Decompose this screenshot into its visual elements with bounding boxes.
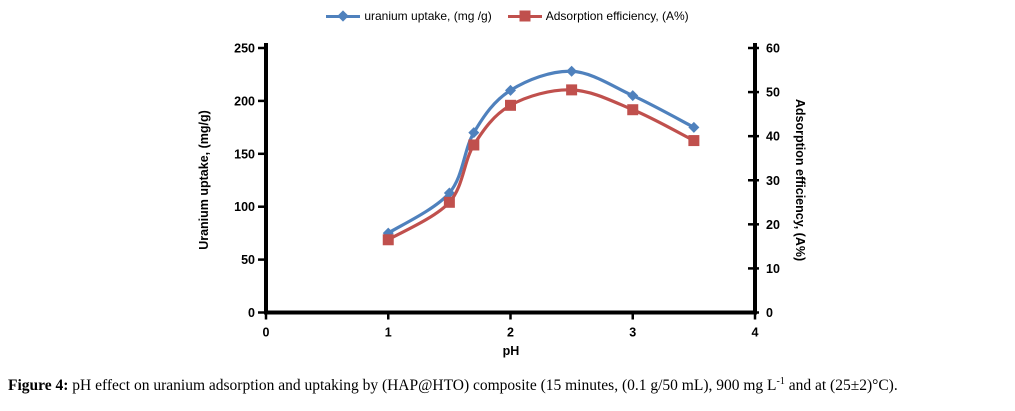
data-point-square-marker bbox=[627, 104, 639, 116]
series-line-uranium-uptake bbox=[386, 69, 696, 235]
chart-plot-area: 0 50 100 150 200 250 0 10 20 30 40 50 60 0 1 2 3 4 bbox=[234, 42, 780, 340]
data-point-diamond-marker bbox=[688, 121, 700, 133]
figure-caption-superscript: -1 bbox=[776, 375, 785, 387]
x-axis-tick-label: 3 bbox=[629, 326, 636, 340]
left-axis-tick-label: 150 bbox=[234, 147, 255, 161]
data-point-square-marker bbox=[443, 196, 455, 208]
left-axis-tick-label: 0 bbox=[248, 306, 255, 320]
data-point-square-marker bbox=[505, 99, 516, 111]
figure-caption-text: pH effect on uranium adsorption and upta… bbox=[68, 377, 777, 394]
left-axis-title: Uranium uptake, (mg/g) bbox=[197, 110, 211, 250]
right-axis-tick-label: 40 bbox=[766, 130, 780, 144]
legend-line-icon bbox=[326, 10, 361, 22]
data-point-diamond-marker bbox=[505, 84, 516, 96]
figure-caption: Figure 4: pH effect on uranium adsorptio… bbox=[8, 375, 1013, 395]
right-axis-tick-label: 10 bbox=[766, 262, 780, 276]
x-axis-tick-label: 2 bbox=[507, 326, 514, 340]
right-axis-tick-label: 50 bbox=[766, 86, 780, 100]
chart-legend: uranium uptake, (mg /g) Adsorption effic… bbox=[0, 5, 1015, 27]
left-axis-tick-label: 250 bbox=[234, 42, 255, 56]
data-point-diamond-marker bbox=[468, 127, 480, 139]
figure-caption-text-end: and at (25±2)°C). bbox=[784, 377, 898, 394]
right-axis-tick-label: 60 bbox=[766, 42, 780, 56]
data-point-diamond-marker bbox=[566, 65, 578, 77]
x-axis-title: pH bbox=[502, 344, 520, 358]
x-axis-tick-label: 4 bbox=[752, 326, 759, 340]
series-line-adsorption-efficiency bbox=[386, 88, 696, 242]
data-point-square-marker bbox=[382, 234, 394, 246]
right-axis-tick-label: 20 bbox=[766, 218, 780, 232]
data-point-square-marker bbox=[468, 139, 480, 151]
legend-label-adsorption-efficiency: Adsorption efficiency, (A%) bbox=[545, 9, 689, 23]
right-axis-tick-label: 30 bbox=[766, 174, 780, 188]
x-axis-tick-label: 1 bbox=[385, 326, 392, 340]
legend-square-marker-icon bbox=[519, 10, 531, 22]
left-axis-tick-label: 200 bbox=[234, 94, 255, 108]
right-axis-tick-label: 0 bbox=[766, 306, 773, 320]
legend-label-uranium-uptake: uranium uptake, (mg /g) bbox=[364, 9, 492, 23]
legend-item-adsorption-efficiency: Adsorption efficiency, (A%) bbox=[507, 5, 689, 27]
data-point-square-marker bbox=[688, 135, 700, 147]
left-axis-tick-label: 50 bbox=[241, 253, 255, 267]
x-axis-tick-label: 0 bbox=[263, 326, 270, 340]
legend-item-uranium-uptake: uranium uptake, (mg /g) bbox=[326, 5, 492, 27]
figure-caption-label: Figure 4: bbox=[8, 377, 69, 394]
data-point-diamond-marker bbox=[443, 187, 455, 199]
data-point-square-marker bbox=[566, 84, 578, 96]
left-axis-tick-label: 100 bbox=[234, 200, 255, 214]
data-point-diamond-marker bbox=[627, 90, 639, 102]
right-axis-title: Adsorption efficiency, (A%) bbox=[793, 98, 807, 262]
legend-line-icon bbox=[507, 10, 542, 22]
